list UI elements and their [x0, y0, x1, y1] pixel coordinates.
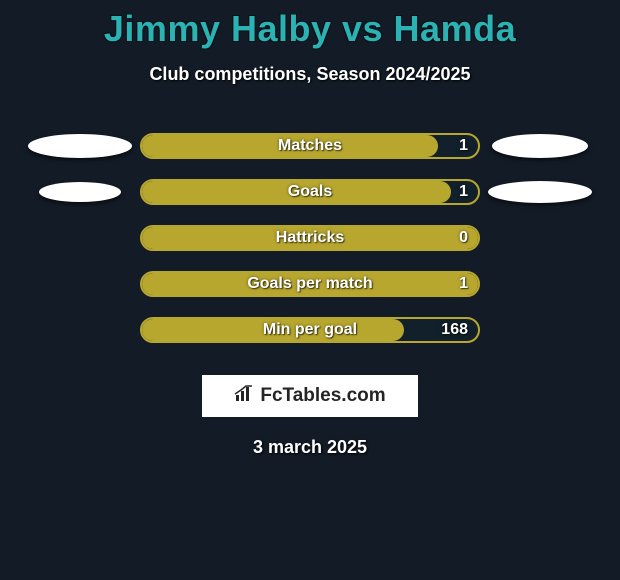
- branding-text: FcTables.com: [260, 385, 385, 407]
- stat-value: 1: [459, 275, 468, 293]
- left-ellipse-icon: [39, 182, 121, 202]
- stat-row: Hattricks 0: [0, 215, 620, 261]
- stat-value: 1: [459, 183, 468, 201]
- stat-bar-track: Goals 1: [140, 179, 480, 205]
- stat-label: Min per goal: [263, 321, 357, 339]
- stat-row: Goals 1: [0, 169, 620, 215]
- left-ellipse-icon: [28, 134, 132, 158]
- right-marker-slot: [480, 134, 600, 158]
- right-ellipse-icon: [488, 181, 592, 203]
- stat-label: Goals per match: [247, 275, 372, 293]
- stat-value: 168: [441, 321, 468, 339]
- branding-badge: FcTables.com: [202, 375, 418, 417]
- right-marker-slot: [480, 181, 600, 203]
- right-ellipse-icon: [492, 134, 588, 158]
- stat-row: Min per goal 168: [0, 307, 620, 353]
- stat-bar-track: Min per goal 168: [140, 317, 480, 343]
- stat-bar-track: Hattricks 0: [140, 225, 480, 251]
- stats-chart: Matches 1 Goals 1 Hattricks 0: [0, 123, 620, 353]
- page-subtitle: Club competitions, Season 2024/2025: [0, 64, 620, 85]
- stat-bar-track: Goals per match 1: [140, 271, 480, 297]
- stat-bar-track: Matches 1: [140, 133, 480, 159]
- left-marker-slot: [20, 182, 140, 202]
- stat-row: Goals per match 1: [0, 261, 620, 307]
- stat-value: 1: [459, 137, 468, 155]
- left-marker-slot: [20, 134, 140, 158]
- stat-value: 0: [459, 229, 468, 247]
- stat-label: Matches: [278, 137, 342, 155]
- stat-row: Matches 1: [0, 123, 620, 169]
- date-label: 3 march 2025: [0, 437, 620, 458]
- stat-label: Hattricks: [276, 229, 344, 247]
- bar-chart-icon: [234, 385, 256, 408]
- stat-label: Goals: [288, 183, 332, 201]
- page-title: Jimmy Halby vs Hamda: [0, 0, 620, 50]
